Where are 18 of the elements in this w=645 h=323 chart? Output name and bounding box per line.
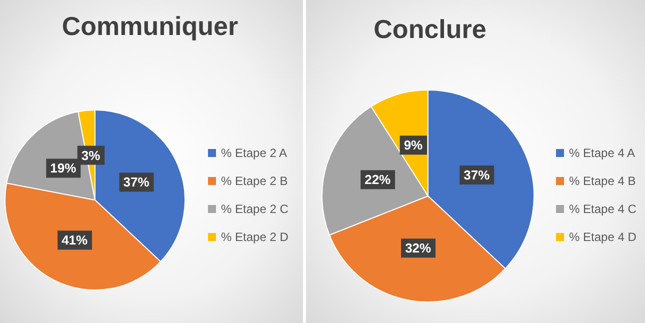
- data-label: 41%: [62, 232, 88, 248]
- data-label: 37%: [464, 168, 490, 182]
- slice-label: % Etape 4 A: [569, 146, 636, 160]
- slice-label: % Etape 2 A: [221, 146, 288, 160]
- legend-label: % Etape 2 D: [221, 230, 289, 244]
- data-label: 37%: [123, 174, 150, 190]
- legend-label: % Etape 2 C: [221, 202, 289, 216]
- legend-label: % Etape 4 B: [569, 174, 636, 188]
- data-label: 3%: [81, 148, 101, 163]
- legend-label: % Etape 4 C: [569, 202, 637, 216]
- data-label: 22%: [364, 172, 392, 188]
- chart-title: Communiquer: [62, 11, 238, 41]
- data-label: 32%: [405, 240, 432, 256]
- legend-label: % Etape 4 D: [569, 230, 637, 244]
- data-label: 19%: [50, 160, 77, 176]
- data-label: 9%: [404, 138, 424, 153]
- chart-title: Conclure: [374, 14, 486, 44]
- legend-label: % Etape 2 B: [221, 174, 288, 188]
